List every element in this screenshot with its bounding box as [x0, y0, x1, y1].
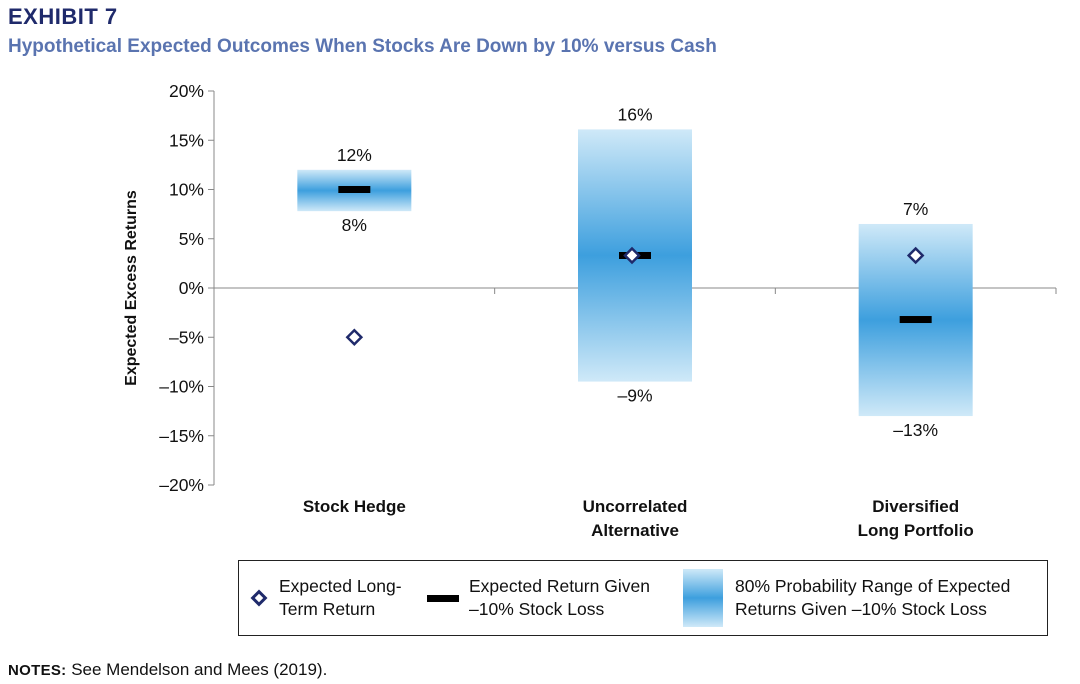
- y-tick-label: 0%: [179, 278, 204, 298]
- legend-label-expected-return: Expected Return Given –10% Stock Loss: [469, 576, 650, 619]
- y-tick-label: 5%: [179, 229, 204, 249]
- y-tick-label: 15%: [169, 130, 204, 150]
- notes: NOTES: See Mendelson and Mees (2019).: [8, 660, 327, 680]
- y-axis-title: Expected Excess Returns: [123, 190, 140, 386]
- category-label: Uncorrelated Alternative: [583, 497, 688, 540]
- range-low-label: 8%: [342, 215, 367, 235]
- diamond-icon: [250, 589, 268, 607]
- notes-text: See Mendelson and Mees (2019).: [66, 660, 328, 679]
- y-tick-label: 20%: [169, 81, 204, 101]
- range-chart: 20% 15% 10% 5% 0% –5% –10% –15% –20% Expected Exc…: [123, 81, 1057, 540]
- notes-prefix: NOTES:: [8, 662, 67, 679]
- chart-title: Hypothetical Expected Outcomes When Stoc…: [8, 36, 717, 57]
- y-tick-label: –5%: [169, 327, 204, 347]
- legend-item-expected-return: Expected Return Given –10% Stock Loss: [427, 561, 650, 635]
- long-term-return-point: [623, 246, 641, 265]
- expected-return-mark: [338, 186, 371, 193]
- long-term-return-point: [906, 246, 925, 265]
- legend-item-probability-range: 80% Probability Range of Expected Return…: [683, 561, 1010, 635]
- legend-label-long-term: Expected Long- Term Return: [279, 576, 402, 619]
- long-term-return-point: [345, 328, 364, 347]
- range-high-label: 7%: [903, 199, 928, 219]
- y-tick-label: 10%: [169, 180, 204, 200]
- category-label: Diversified Long Portfolio: [858, 497, 974, 540]
- range-low-label: –13%: [893, 420, 938, 440]
- category-label: Stock Hedge: [303, 497, 406, 516]
- dash-icon: [427, 594, 459, 602]
- range-high-label: 16%: [617, 104, 652, 124]
- y-tick-label: –20%: [159, 475, 204, 495]
- range-high-label: 12%: [337, 145, 372, 165]
- y-tick-label: –15%: [159, 426, 204, 446]
- y-tick-label: –10%: [159, 377, 204, 397]
- range-swatch-icon: [683, 569, 723, 627]
- exhibit-label: EXHIBIT 7: [8, 4, 118, 29]
- legend-item-long-term: Expected Long- Term Return: [250, 561, 402, 635]
- range-low-label: –9%: [617, 386, 652, 406]
- legend-label-probability-range: 80% Probability Range of Expected Return…: [735, 576, 1011, 619]
- legend: Expected Long- Term Return Expected Retu…: [238, 560, 1048, 636]
- expected-return-mark: [899, 316, 932, 324]
